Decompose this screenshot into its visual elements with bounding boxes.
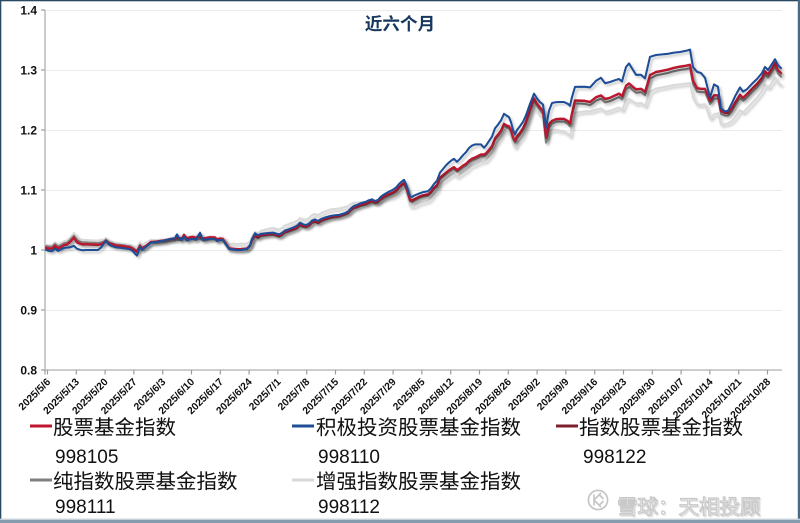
- svg-text:1.1: 1.1: [20, 184, 37, 198]
- svg-text:998105: 998105: [55, 447, 118, 468]
- svg-text:1.2: 1.2: [20, 124, 37, 138]
- svg-text:998110: 998110: [318, 447, 380, 468]
- svg-text:1: 1: [30, 244, 37, 258]
- svg-text:1.4: 1.4: [20, 4, 37, 18]
- svg-text:0.8: 0.8: [20, 364, 37, 378]
- svg-text:998112: 998112: [318, 497, 380, 518]
- svg-text:0.9: 0.9: [20, 304, 37, 318]
- svg-text:1.3: 1.3: [20, 64, 37, 78]
- svg-text:998111: 998111: [55, 497, 116, 518]
- svg-text:998122: 998122: [583, 447, 646, 468]
